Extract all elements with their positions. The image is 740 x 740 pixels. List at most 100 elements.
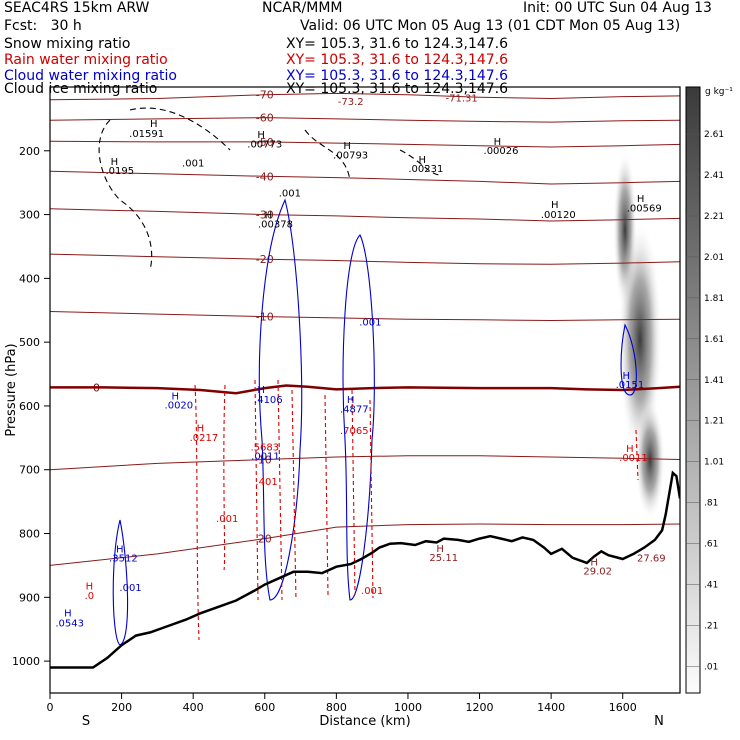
snow-shading-layer <box>613 150 665 520</box>
colorbar-label-4: 1.81 <box>704 294 724 304</box>
colorbar-label-13: .01 <box>704 662 718 672</box>
isotherm-line-5 <box>50 253 680 265</box>
isotherm-label-7: 10 <box>258 454 272 467</box>
contour-annotation-40: H <box>116 545 124 556</box>
isotherm-label-6: -10 <box>256 311 274 324</box>
contour-annotation-18: H <box>551 200 559 211</box>
colorbar-label-1: 2.41 <box>704 171 724 181</box>
colorbar-label-6: 1.41 <box>704 376 724 386</box>
contour-annotation-7: H <box>257 130 265 141</box>
contour-annotation-49: 25.11 <box>429 553 458 564</box>
rain-streaks-2 <box>324 389 374 599</box>
contour-annotation-37: H <box>626 444 634 455</box>
contour-annotation-22: .001 <box>359 318 381 329</box>
x-tick-label-0: 0 <box>47 701 54 714</box>
forecast-hour: Fcst: 30 h <box>4 18 82 34</box>
colorbar: 2.61 2.41 2.21 2.01 1.81 1.61 1.41 1.21 1.01 .81.… <box>685 86 724 694</box>
x-axis-label: Distance (km) <box>319 714 410 729</box>
colorbar-label-9: .81 <box>704 499 718 509</box>
isotherm-line-4 <box>50 208 680 222</box>
colorbar-label-2: 2.21 <box>704 212 724 222</box>
contour-annotation-12: .00231 <box>408 164 443 175</box>
contour-annotation-20: H <box>637 194 645 205</box>
contour-annotation-43: H <box>86 582 94 593</box>
snow-plume-1 <box>618 220 662 460</box>
isotherm-line-6 <box>50 311 680 322</box>
x-tick-label-5: 1000 <box>394 701 422 714</box>
isotherm-line-3 <box>50 170 680 185</box>
field-label-snow: Snow mixing ratio <box>4 36 131 52</box>
contour-annotation-51: 29.02 <box>583 566 612 577</box>
y-axis-label: Pressure (hPa) <box>4 343 19 436</box>
x-tick-label-3: 600 <box>254 701 275 714</box>
colorbar-label-0: 2.61 <box>704 130 724 140</box>
contour-annotation-47: .001 <box>361 586 383 597</box>
x-tick-label-6: 1200 <box>466 701 494 714</box>
y-tick-label-3: 500 <box>19 336 40 349</box>
colorbar-label-5: 1.61 <box>704 335 724 345</box>
init-time: Init: 00 UTC Sun 04 Aug 13 <box>523 0 712 16</box>
rain-north <box>635 429 639 481</box>
contour-annotation-33: .5683 <box>250 443 279 454</box>
isotherm-line-0 <box>50 92 680 101</box>
axes: 0 200 400 600 800 1000 1200 1400 1600 200 300 400 50… <box>12 145 637 714</box>
y-tick-label-1: 300 <box>19 209 40 222</box>
freezing-level-label: 0 <box>93 381 100 394</box>
contour-annotation-45: H <box>64 608 72 619</box>
isotherm-line-8 <box>50 523 680 566</box>
contour-annotation-48: H <box>436 544 444 555</box>
cloud-water-core-1 <box>258 198 303 601</box>
colorbar-gradient <box>685 86 701 694</box>
contour-annotation-36: .7065 <box>340 426 369 437</box>
y-tick-label-6: 800 <box>19 528 40 541</box>
terrain-line <box>50 470 680 669</box>
contour-annotation-41: .3512 <box>109 554 138 565</box>
y-tick-label-0: 200 <box>19 145 40 158</box>
contour-annotation-44: .0 <box>85 591 95 602</box>
contour-annotation-0: -73.2 <box>338 97 364 108</box>
contour-annotation-1: -71.31 <box>446 94 478 105</box>
contour-annotation-2: H <box>111 157 119 168</box>
colorbar-label-3: 2.01 <box>704 253 724 263</box>
isotherm-line-1 <box>50 117 680 123</box>
contour-annotation-25: H <box>257 385 265 396</box>
contour-annotation-5: H <box>150 119 158 130</box>
terrain-profile <box>50 470 680 669</box>
x-end-label-north: N <box>654 714 664 729</box>
field-xy-rain: XY= 105.3, 31.6 to 124.3,147.6 <box>286 52 509 68</box>
contour-annotation-29: H <box>623 371 631 382</box>
contour-annotation-27: H <box>347 395 355 406</box>
cloud-water-north <box>620 323 637 396</box>
y-tick-label-4: 600 <box>19 400 40 413</box>
colorbar-label-10: .61 <box>704 540 718 550</box>
contour-annotation-17: .00378 <box>258 219 293 230</box>
isotherm-label-4: -30 <box>256 209 274 222</box>
contour-annotation-10: .00793 <box>333 150 368 161</box>
contour-annotation-50: H <box>590 557 598 568</box>
y-tick-label-7: 900 <box>19 591 40 604</box>
contour-annotation-35: .401 <box>255 477 277 488</box>
freezing-level-contour: 0 <box>50 381 680 395</box>
contour-annotation-3: .0195 <box>105 166 134 177</box>
field-xy-cloud-ice: XY= 105.3, 31.6 to 124.3,147.6 <box>286 81 509 97</box>
colorbar-label-7: 1.21 <box>704 417 724 427</box>
model-name: NCAR/MMM <box>262 0 343 16</box>
isotherm-line-7 <box>50 455 680 471</box>
contour-annotation-13: H <box>494 137 502 148</box>
y-tick-label-2: 400 <box>19 272 40 285</box>
x-tick-label-7: 1400 <box>537 701 565 714</box>
colorbar-label-11: .41 <box>704 580 718 590</box>
field-label-cloud-ice: Cloud ice mixing ratio <box>4 81 158 97</box>
cloud-water-core-2 <box>342 234 375 601</box>
contour-annotation-52: 27.69 <box>637 554 666 565</box>
contour-annotation-26: .4106 <box>254 395 283 406</box>
isotherm-label-2: -50 <box>256 136 274 149</box>
contour-annotation-15: .001 <box>279 189 301 200</box>
contour-annotation-19: .00120 <box>541 210 576 221</box>
rain-streaks-3 <box>194 384 226 641</box>
isotherm-label-3: -40 <box>256 170 274 183</box>
snow-contour-west <box>98 107 231 271</box>
valid-time: Valid: 06 UTC Mon 05 Aug 13 (01 CDT Mon … <box>300 18 681 34</box>
